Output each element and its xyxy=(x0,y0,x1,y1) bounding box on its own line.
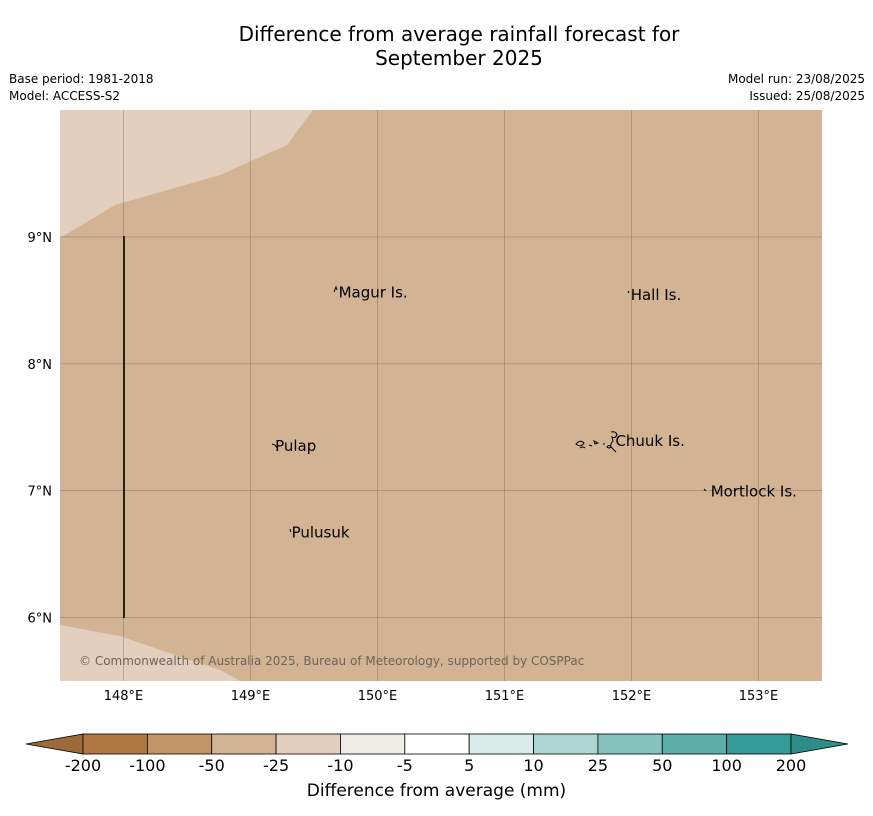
colorbar-tick-label: 5 xyxy=(464,756,474,775)
lat-tick-label: 9°N xyxy=(28,231,53,246)
colorbar-tick-label: 100 xyxy=(711,756,742,775)
colorbar-segment xyxy=(533,733,599,755)
model-run-text: Model run: 23/08/2025 xyxy=(727,72,865,86)
colorbar-segment xyxy=(726,733,792,755)
colorbar-extend-low xyxy=(25,733,84,755)
lon-tick-label: 151°E xyxy=(485,689,525,704)
title-line-1: Difference from average rainfall forecas… xyxy=(238,22,680,46)
meta-left: Base period: 1981-2018 Model: ACCESS-S2 xyxy=(9,71,154,105)
lat-tick-label: 8°N xyxy=(28,358,53,373)
colorbar-tick-label: 200 xyxy=(776,756,807,775)
colorbar-segment xyxy=(340,733,406,755)
island-outlines xyxy=(271,285,707,533)
colorbar-tick-label: -5 xyxy=(397,756,413,775)
map-background-region xyxy=(60,110,822,681)
colorbar-tick-label: -25 xyxy=(263,756,289,775)
tick-labels: 148°E 149°E 150°E 151°E 152°E 153°E 9°N 8°N 7°N 6… xyxy=(28,231,779,704)
colorbar-segment xyxy=(275,733,341,755)
colorbar-label: Difference from average (mm) xyxy=(306,781,567,801)
lon-tick-label: 150°E xyxy=(358,689,398,704)
place-label: Pulusuk xyxy=(292,523,350,541)
place-label: Hall Is. xyxy=(631,286,682,304)
model-text: Model: ACCESS-S2 xyxy=(9,89,121,103)
graticule xyxy=(60,110,822,681)
place-label: Chuuk Is. xyxy=(615,432,684,450)
colorbar-tick-label: -200 xyxy=(65,756,101,775)
light-region-southwest xyxy=(60,625,240,681)
colorbar-tick-label: 25 xyxy=(588,756,608,775)
lon-tick-label: 153°E xyxy=(739,689,779,704)
colorbar-segment xyxy=(597,733,663,755)
chuuk-islands xyxy=(575,431,618,453)
colorbar: -200 -100 -50 -25 -10 -5 5 10 25 50 100 200 xyxy=(25,733,849,775)
copyright-text: © Commonwealth of Australia 2025, Bureau… xyxy=(79,654,584,668)
place-label: Pulap xyxy=(275,437,316,455)
lon-tick-label: 152°E xyxy=(612,689,652,704)
colorbar-segment xyxy=(146,733,213,755)
issued-text: Issued: 25/08/2025 xyxy=(749,89,865,103)
colorbar-tick-label: 10 xyxy=(523,756,543,775)
title-line-2: September 2025 xyxy=(375,46,543,70)
lat-tick-label: 6°N xyxy=(28,612,53,627)
place-labels: Magur Is. Hall Is. Pulap Chuuk Is. Mortlock … xyxy=(275,283,797,541)
colorbar-tick-label: -10 xyxy=(327,756,353,775)
hall-island xyxy=(627,290,630,294)
colorbar-segment xyxy=(661,733,728,755)
colorbar-segment xyxy=(211,733,277,755)
meta-right: Model run: 23/08/2025 Issued: 25/08/2025 xyxy=(728,71,865,105)
pulap-island xyxy=(271,443,278,449)
colorbar-extend-high xyxy=(790,733,849,755)
place-label: Mortlock Is. xyxy=(711,483,797,501)
colorbar-segment xyxy=(468,733,534,755)
lon-tick-label: 149°E xyxy=(231,689,271,704)
base-period-text: Base period: 1981-2018 xyxy=(9,72,154,86)
lon-tick-label: 148°E xyxy=(104,689,144,704)
colorbar-segment xyxy=(82,733,148,755)
place-label: Magur Is. xyxy=(339,283,408,301)
mortlock-island xyxy=(703,488,707,492)
chart-title: Difference from average rainfall forecas… xyxy=(0,22,873,70)
colorbar-tick-label: -50 xyxy=(199,756,225,775)
colorbar-tick-label: 50 xyxy=(652,756,672,775)
lat-tick-label: 7°N xyxy=(28,485,53,500)
magur-island xyxy=(333,285,338,293)
pulusuk-island xyxy=(289,528,292,533)
colorbar-tick-label: -100 xyxy=(129,756,165,775)
colorbar-segment xyxy=(404,733,470,755)
